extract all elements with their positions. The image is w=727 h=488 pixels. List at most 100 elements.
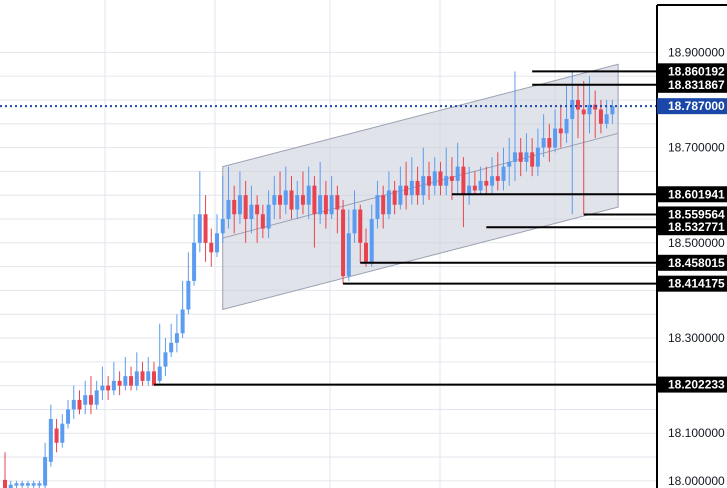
candle-body (140, 371, 145, 381)
candle (43, 442, 48, 488)
y-tick-label: 18.500000 (668, 236, 725, 250)
candle (283, 166, 288, 215)
candle (255, 195, 260, 243)
level-label-box (657, 254, 727, 271)
candle (157, 323, 162, 384)
candle-body (524, 152, 529, 162)
candle-body (306, 185, 311, 205)
candle-body (369, 219, 374, 262)
candle-body (283, 190, 288, 205)
candle (427, 161, 432, 200)
candle (358, 204, 363, 263)
level-label-box (657, 376, 727, 393)
candle (369, 204, 374, 267)
level-label-box (657, 275, 727, 292)
candle (289, 176, 294, 220)
candle-body (530, 152, 535, 167)
candle (415, 166, 420, 205)
candle (237, 171, 242, 224)
candle-body (535, 147, 540, 167)
candle-body (312, 185, 317, 215)
candle (432, 157, 437, 196)
candle-body (300, 195, 305, 205)
candle (37, 480, 42, 488)
candle (66, 399, 71, 429)
price-axis[interactable]: 18.000000 18.100000 18.300000 18.500000 18.7… (656, 0, 727, 488)
candle (604, 99, 609, 129)
candle (312, 176, 317, 248)
candle (169, 323, 174, 358)
candle (146, 357, 151, 386)
candle-body (507, 161, 512, 167)
candle-body (100, 385, 105, 391)
candle (467, 166, 472, 205)
candle (398, 166, 403, 210)
candle-body (237, 195, 242, 215)
candle (186, 252, 191, 315)
candle (278, 171, 283, 220)
candle-body (60, 423, 65, 443)
candle (421, 147, 426, 205)
candle-body (381, 195, 386, 215)
candle (576, 85, 580, 139)
candle-body (129, 376, 134, 386)
price-levels (153, 70, 657, 386)
candle-body (169, 342, 174, 353)
candle (524, 133, 529, 172)
candle-body (209, 242, 214, 253)
candle-body (25, 483, 30, 486)
candle (134, 352, 139, 391)
candle-body (352, 209, 357, 234)
candle (461, 157, 466, 228)
candle-body (392, 190, 397, 205)
candle (512, 71, 517, 181)
candle (300, 171, 305, 215)
candle-body (512, 152, 517, 162)
candle-body (295, 195, 300, 210)
candle-body (146, 371, 151, 381)
candle-body (43, 457, 48, 486)
candle (83, 380, 88, 415)
candle-body (386, 190, 391, 215)
candle-body (610, 106, 615, 115)
level-label-box (657, 76, 727, 93)
candle (318, 161, 323, 224)
candle (260, 204, 265, 239)
candle (449, 157, 454, 200)
candle (71, 385, 76, 419)
candle (478, 166, 483, 196)
candle (48, 404, 53, 467)
candle-body (358, 209, 363, 243)
candle-body (243, 195, 248, 220)
candle (553, 109, 558, 153)
channel-band (222, 63, 619, 311)
candle (392, 180, 397, 215)
y-tick-label: 18.700000 (668, 141, 725, 155)
candle-body (455, 166, 460, 181)
candle (140, 361, 145, 386)
candle (31, 480, 36, 488)
candle-body (404, 185, 409, 196)
candle (197, 171, 202, 253)
candle-body (541, 138, 546, 148)
level-label-box (657, 219, 727, 236)
candle-body (587, 104, 592, 115)
candle (386, 171, 391, 220)
candle (94, 380, 99, 410)
candle (610, 99, 615, 124)
candle (472, 171, 477, 196)
candle-body (186, 280, 191, 310)
candle-body (438, 171, 443, 186)
candle (409, 157, 414, 205)
candle (581, 80, 586, 215)
candle (352, 190, 357, 243)
channel-midline (222, 132, 619, 239)
candle-body (558, 128, 563, 134)
candle-body (444, 176, 449, 186)
candle (564, 85, 569, 143)
candle-body (180, 309, 185, 334)
candle-body (77, 399, 82, 410)
candle (535, 128, 540, 177)
candle-body (581, 109, 586, 115)
